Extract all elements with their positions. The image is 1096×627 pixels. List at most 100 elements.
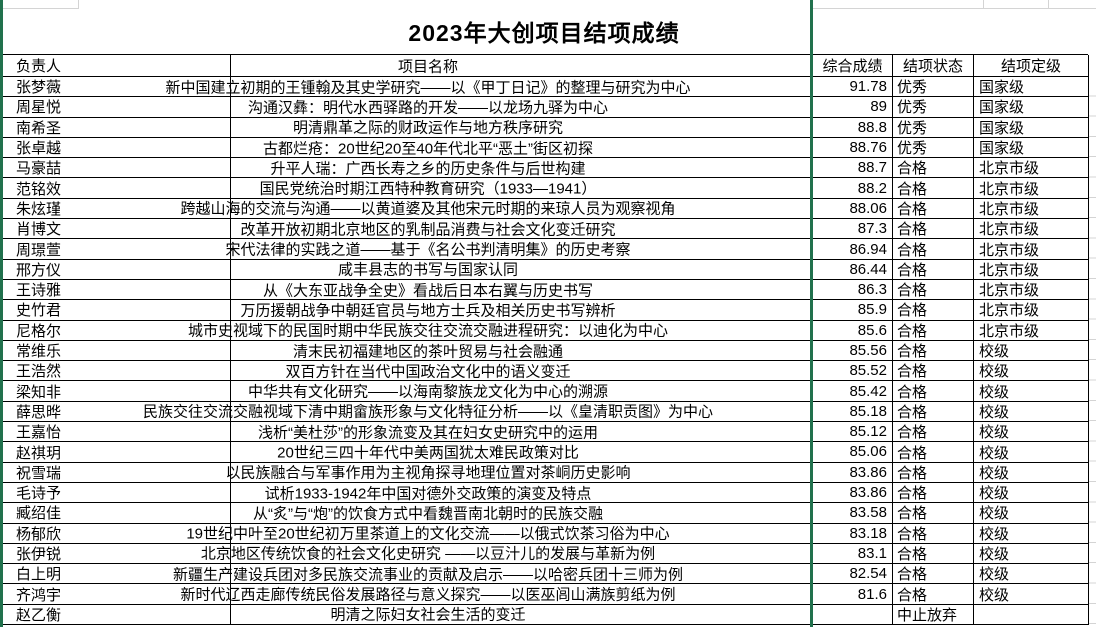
cell-level[interactable]: 校级 [974,503,1089,523]
cell-owner[interactable]: 张卓越 [1,137,231,158]
header-level[interactable]: 结项定级 [974,55,1089,76]
cell-project[interactable] [231,259,813,279]
cell-status[interactable]: 合格 [893,361,974,381]
cell-score[interactable]: 88.8 [813,117,893,137]
cell-level[interactable]: 校级 [974,564,1089,584]
cell-status[interactable]: 合格 [893,158,974,178]
cell-level[interactable]: 国家级 [974,77,1089,97]
cell-score[interactable]: 81.6 [813,584,893,604]
cell-status[interactable]: 合格 [893,422,974,442]
cell-owner[interactable]: 王诗雅 [1,279,231,300]
cell-score[interactable]: 83.58 [813,503,893,523]
cell-level[interactable]: 北京市级 [974,279,1089,300]
cell-status[interactable]: 合格 [893,482,974,503]
cell-score[interactable]: 85.52 [813,361,893,381]
cell-level[interactable]: 国家级 [974,117,1089,137]
cell-score[interactable]: 85.42 [813,381,893,401]
cell-score[interactable]: 82.54 [813,564,893,584]
cell-level[interactable]: 校级 [974,543,1089,564]
cell-status[interactable]: 合格 [893,239,974,259]
header-owner[interactable]: 负责人 [1,55,231,76]
cell-owner[interactable]: 马豪喆 [1,158,231,178]
cell-level[interactable]: 北京市级 [974,259,1089,279]
cell-status[interactable]: 优秀 [893,117,974,137]
cell-status[interactable]: 合格 [893,564,974,584]
cell-level[interactable]: 北京市级 [974,198,1089,219]
cell-owner[interactable]: 周星悦 [1,97,231,117]
cell-owner[interactable]: 王嘉怡 [1,422,231,442]
cell-score[interactable]: 85.9 [813,300,893,320]
cell-owner[interactable]: 王浩然 [1,361,231,381]
cell-level[interactable]: 校级 [974,361,1089,381]
cell-level[interactable]: 北京市级 [974,320,1089,340]
cell-status[interactable]: 优秀 [893,137,974,158]
cell-level[interactable] [974,604,1089,625]
cell-owner[interactable]: 梁知非 [1,381,231,401]
cell-score[interactable]: 85.18 [813,401,893,422]
cell-owner[interactable]: 白上明 [1,564,231,584]
header-score[interactable]: 综合成绩 [813,55,893,76]
header-status[interactable]: 结项状态 [893,55,974,76]
cell-status[interactable]: 合格 [893,462,974,482]
cell-status[interactable]: 合格 [893,320,974,340]
cell-status[interactable]: 合格 [893,401,974,422]
cell-status[interactable]: 中止放弃 [893,604,974,625]
cell-score[interactable]: 86.94 [813,239,893,259]
cell-owner[interactable]: 臧绍佳 [1,503,231,523]
cell-level[interactable]: 北京市级 [974,239,1089,259]
cell-owner[interactable]: 周璟萱 [1,239,231,259]
cell-status[interactable]: 合格 [893,381,974,401]
cell-level[interactable]: 国家级 [974,137,1089,158]
cell-score[interactable]: 85.6 [813,320,893,340]
cell-status[interactable]: 合格 [893,300,974,320]
cell-owner[interactable]: 张梦薇 [1,77,231,97]
cell-score[interactable]: 91.78 [813,77,893,97]
cell-owner[interactable]: 尼格尔 [1,320,231,340]
cell-status[interactable]: 合格 [893,340,974,361]
cell-status[interactable]: 合格 [893,584,974,604]
cell-level[interactable]: 校级 [974,381,1089,401]
cell-level[interactable]: 北京市级 [974,158,1089,178]
cell-owner[interactable]: 常维乐 [1,340,231,361]
cell-score[interactable]: 83.18 [813,523,893,543]
cell-level[interactable]: 校级 [974,584,1089,604]
cell-score[interactable]: 88.06 [813,198,893,219]
cell-owner[interactable]: 赵乙衡 [1,604,231,625]
cell-status[interactable]: 合格 [893,543,974,564]
cell-score[interactable]: 85.06 [813,442,893,462]
cell-level[interactable]: 北京市级 [974,178,1089,198]
cell-score[interactable]: 88.7 [813,158,893,178]
cell-level[interactable]: 北京市级 [974,300,1089,320]
cell-owner[interactable]: 张伊锐 [1,543,231,564]
cell-level[interactable]: 校级 [974,422,1089,442]
cell-score[interactable]: 88.76 [813,137,893,158]
cell-status[interactable]: 合格 [893,503,974,523]
cell-status[interactable]: 合格 [893,178,974,198]
cell-owner[interactable]: 范铭效 [1,178,231,198]
cell-status[interactable]: 合格 [893,259,974,279]
cell-score[interactable]: 88.2 [813,178,893,198]
cell-owner[interactable]: 赵祺玥 [1,442,231,462]
cell-owner[interactable]: 薛思晔 [1,401,231,422]
cell-score[interactable]: 85.56 [813,340,893,361]
cell-score[interactable]: 85.12 [813,422,893,442]
cell-owner[interactable]: 齐鸿宇 [1,584,231,604]
cell-level[interactable]: 校级 [974,340,1089,361]
cell-status[interactable]: 合格 [893,198,974,219]
cell-status[interactable]: 合格 [893,442,974,462]
cell-status[interactable]: 合格 [893,279,974,300]
cell-owner[interactable]: 朱炫瑾 [1,198,231,219]
sheet-title-cell[interactable]: 2023年大创项目结项成绩 [408,20,680,46]
cell-score[interactable]: 83.1 [813,543,893,564]
cell-level[interactable]: 北京市级 [974,219,1089,239]
cell-level[interactable]: 校级 [974,401,1089,422]
header-project-cell[interactable] [231,55,813,76]
cell-status[interactable]: 优秀 [893,97,974,117]
cell-level[interactable]: 校级 [974,523,1089,543]
cell-owner[interactable]: 祝雪瑞 [1,462,231,482]
cell-level[interactable]: 国家级 [974,97,1089,117]
cell-owner[interactable]: 杨郁欣 [1,523,231,543]
cell-level[interactable]: 校级 [974,482,1089,503]
cell-status[interactable]: 合格 [893,219,974,239]
cell-score[interactable]: 86.44 [813,259,893,279]
